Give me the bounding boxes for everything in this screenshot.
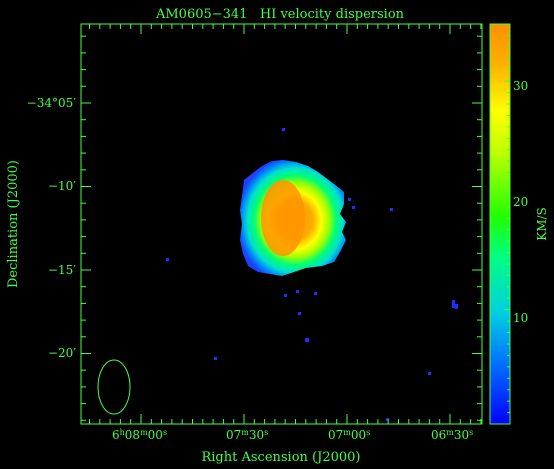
x-tick-label: 07m00s (328, 428, 370, 442)
y-tick-label: −34°05′ (27, 96, 77, 110)
y-tick-labels: −34°05′ −10′ −15′ −20′ (27, 96, 77, 360)
y-tick-label: −15′ (48, 263, 76, 277)
y-axis-label: Declination (J2000) (6, 160, 21, 288)
colorbar-tick-labels: 30 20 10 (513, 79, 528, 325)
galaxy-map (166, 128, 458, 421)
figure-title: AM0605−341 HI velocity dispersion (155, 7, 405, 22)
plot-frame (80, 23, 483, 425)
x-axis-label: Right Ascension (J2000) (201, 450, 360, 465)
colorbar-tick-label: 10 (513, 311, 528, 325)
x-tick-label: 6h08m00s (112, 428, 167, 442)
colorbar-label: KM/S (535, 207, 549, 241)
colorbar-tick-label: 20 (513, 195, 528, 209)
x-tick-labels: 6h08m00s 07m30s 07m00s 06m30s (112, 428, 473, 442)
x-tick-label: 06m30s (431, 428, 473, 442)
colorbar (489, 23, 511, 425)
x-tick-label: 07m30s (226, 428, 268, 442)
axis-ticks (81, 24, 482, 424)
colorbar-ticks (504, 23, 510, 425)
y-tick-label: −10′ (48, 179, 76, 193)
y-tick-label: −20′ (48, 346, 76, 360)
colorbar-tick-label: 30 (513, 79, 528, 93)
beam-ellipse (97, 359, 131, 415)
